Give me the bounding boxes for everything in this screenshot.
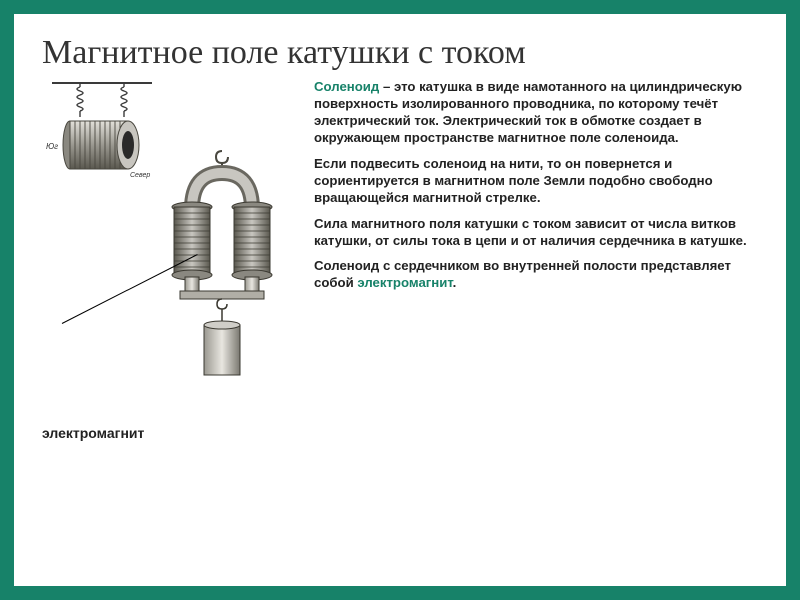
term-solenoid: Соленоид [314, 79, 379, 94]
paragraph-3: Сила магнитного поля катушки с током зав… [314, 216, 758, 250]
paragraph-4: Соленоид с сердечником во внутренней пол… [314, 258, 758, 292]
electromagnet-diagram [152, 149, 292, 389]
p1-text: – это катушка в виде намотанного на цили… [314, 79, 742, 145]
south-label: Юг [46, 142, 58, 151]
electromagnet-caption: электромагнит [42, 425, 144, 442]
diagram-area: Юг Север [42, 79, 300, 499]
p4-text-b: . [453, 275, 457, 290]
diagram-column: Юг Север [42, 79, 300, 499]
content-row: Юг Север [42, 79, 758, 499]
text-column: Соленоид – это катушка в виде намотанног… [314, 79, 758, 499]
paragraph-2: Если подвесить соленоид на нити, то он п… [314, 156, 758, 207]
solenoid-diagram: Юг Север [42, 79, 162, 184]
page-title: Магнитное поле катушки с током [42, 34, 758, 71]
north-label: Север [130, 172, 150, 179]
paragraph-1: Соленоид – это катушка в виде намотанног… [314, 79, 758, 147]
term-electromagnet: электромагнит [357, 275, 452, 290]
